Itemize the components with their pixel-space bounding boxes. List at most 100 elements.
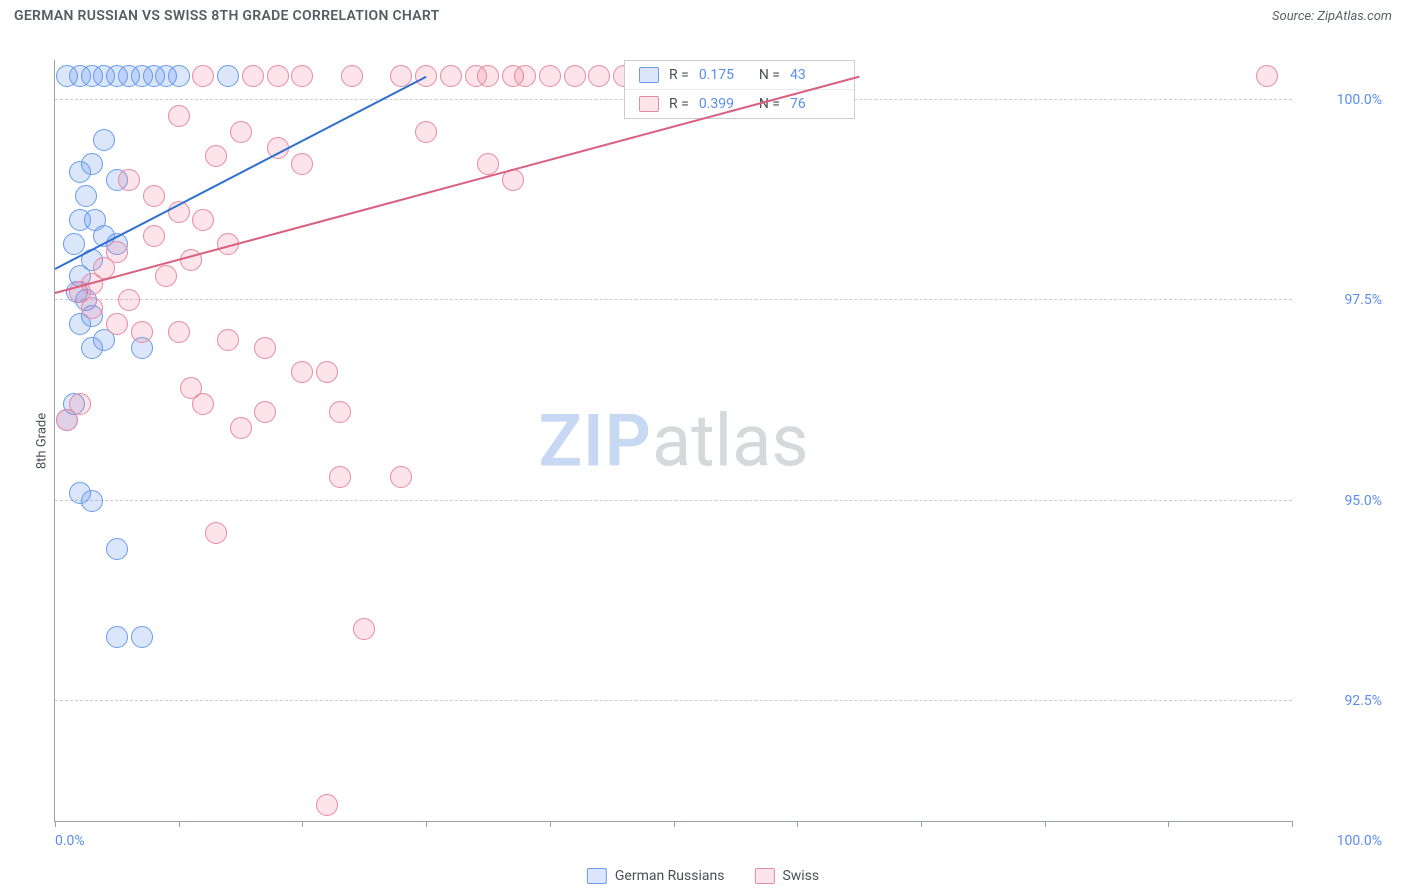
scatter-point xyxy=(106,313,128,335)
scatter-point xyxy=(168,65,190,87)
scatter-point xyxy=(143,185,165,207)
scatter-point xyxy=(477,65,499,87)
x-tick xyxy=(55,821,56,827)
scatter-point xyxy=(217,329,239,351)
scatter-point xyxy=(254,337,276,359)
scatter-point xyxy=(291,65,313,87)
scatter-point xyxy=(106,538,128,560)
scatter-point xyxy=(155,265,177,287)
x-tick xyxy=(674,821,675,827)
chart-title: GERMAN RUSSIAN VS SWISS 8TH GRADE CORREL… xyxy=(14,8,440,24)
stats-r-value: 0.399 xyxy=(699,96,749,112)
scatter-point xyxy=(118,169,140,191)
gridline xyxy=(55,700,1292,701)
legend-swatch xyxy=(754,868,774,884)
scatter-point xyxy=(106,626,128,648)
y-tick-label: 97.5% xyxy=(1302,292,1382,308)
scatter-point xyxy=(316,794,338,816)
scatter-point xyxy=(539,65,561,87)
scatter-point xyxy=(118,289,140,311)
scatter-point xyxy=(341,65,363,87)
x-tick xyxy=(797,821,798,827)
scatter-point xyxy=(143,225,165,247)
scatter-point xyxy=(329,401,351,423)
scatter-point xyxy=(69,161,91,183)
stats-row: R =0.399N =76 xyxy=(625,89,854,118)
legend-item: German Russians xyxy=(587,868,725,884)
legend-label: Swiss xyxy=(782,868,819,884)
scatter-point xyxy=(254,401,276,423)
scatter-point xyxy=(291,153,313,175)
scatter-point xyxy=(230,121,252,143)
gridline xyxy=(55,500,1292,501)
watermark-zip: ZIP xyxy=(538,398,651,483)
stats-n-value: 43 xyxy=(790,67,840,83)
stats-n-label: N = xyxy=(759,67,780,83)
scatter-point xyxy=(217,65,239,87)
x-tick xyxy=(550,821,551,827)
stats-box: R =0.175N =43R =0.399N =76 xyxy=(624,60,855,119)
legend-swatch xyxy=(587,868,607,884)
legend-label: German Russians xyxy=(615,868,725,884)
scatter-point xyxy=(242,65,264,87)
legend-item: Swiss xyxy=(754,868,819,884)
legend-swatch xyxy=(639,67,659,83)
scatter-point xyxy=(316,361,338,383)
scatter-point xyxy=(440,65,462,87)
scatter-point xyxy=(192,65,214,87)
scatter-point xyxy=(329,466,351,488)
plot-area: ZIPatlas 92.5%95.0%97.5%100.0%0.0%100.0%… xyxy=(54,60,1292,822)
y-tick-label: 92.5% xyxy=(1302,693,1382,709)
x-tick xyxy=(921,821,922,827)
scatter-point xyxy=(1256,65,1278,87)
scatter-point xyxy=(168,105,190,127)
watermark: ZIPatlas xyxy=(538,398,808,483)
scatter-point xyxy=(131,321,153,343)
scatter-point xyxy=(477,153,499,175)
scatter-point xyxy=(81,337,103,359)
stats-r-label: R = xyxy=(669,96,689,112)
x-tick xyxy=(1168,821,1169,827)
scatter-point xyxy=(205,522,227,544)
scatter-point xyxy=(81,490,103,512)
scatter-point xyxy=(564,65,586,87)
scatter-point xyxy=(81,297,103,319)
scatter-point xyxy=(93,129,115,151)
scatter-point xyxy=(514,65,536,87)
scatter-point xyxy=(390,466,412,488)
scatter-point xyxy=(192,209,214,231)
scatter-point xyxy=(192,393,214,415)
y-tick-label: 100.0% xyxy=(1302,92,1382,108)
scatter-point xyxy=(291,361,313,383)
x-tick xyxy=(1045,821,1046,827)
x-tick xyxy=(1292,821,1293,827)
scatter-point xyxy=(267,65,289,87)
scatter-point xyxy=(353,618,375,640)
scatter-point xyxy=(588,65,610,87)
scatter-point xyxy=(63,233,85,255)
x-tick-label-min: 0.0% xyxy=(55,833,85,849)
scatter-point xyxy=(205,145,227,167)
scatter-point xyxy=(75,185,97,207)
stats-r-value: 0.175 xyxy=(699,67,749,83)
scatter-point xyxy=(415,121,437,143)
x-tick-label-max: 100.0% xyxy=(1302,833,1382,849)
watermark-atlas: atlas xyxy=(652,398,809,483)
gridline xyxy=(55,299,1292,300)
legend-bottom: German Russians Swiss xyxy=(587,868,819,884)
source-label: Source: ZipAtlas.com xyxy=(1272,9,1392,24)
x-tick xyxy=(302,821,303,827)
stats-row: R = 0.175 N = 43 xyxy=(625,61,854,89)
scatter-point xyxy=(230,417,252,439)
x-tick xyxy=(426,821,427,827)
stats-r-label: R = xyxy=(669,67,689,83)
scatter-point xyxy=(168,321,190,343)
scatter-point xyxy=(56,409,78,431)
x-tick xyxy=(179,821,180,827)
y-axis-label: 8th Grade xyxy=(35,413,50,469)
y-tick-label: 95.0% xyxy=(1302,493,1382,509)
scatter-point xyxy=(69,209,91,231)
legend-swatch xyxy=(639,96,659,112)
chart-container: 8th Grade ZIPatlas 92.5%95.0%97.5%100.0%… xyxy=(14,40,1392,842)
scatter-point xyxy=(131,626,153,648)
